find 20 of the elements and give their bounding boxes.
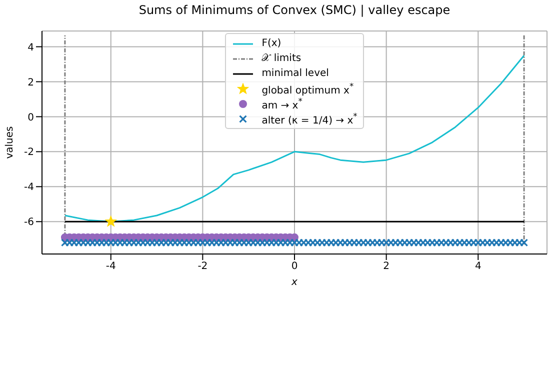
legend-label: am → x$^{*}$: [262, 96, 302, 112]
legend-label: F(x): [262, 38, 282, 49]
legend-label: 𝒳 limits: [262, 53, 302, 64]
x-tick-label: 4: [474, 261, 482, 272]
chart-title: Sums of Minimums of Convex (SMC) | valley escape: [138, 3, 452, 17]
x-tick-label: 0: [291, 261, 298, 272]
y-tick-label: -6: [24, 217, 34, 228]
y-tick-label: 0: [28, 112, 34, 124]
legend-label: alter (κ = 1/4) → x$^{*}$: [262, 110, 358, 126]
x-tick-label: 2: [383, 261, 390, 272]
x-axis-title: x: [290, 277, 298, 288]
x-tick-label: -4: [106, 261, 116, 272]
y-tick-label: -4: [24, 182, 34, 194]
x-tick-label: -2: [198, 261, 208, 272]
y-tick-label: 4: [28, 42, 34, 54]
y-tick-label: 2: [28, 77, 34, 88]
legend-label: minimal level: [262, 68, 329, 79]
legend-label: global optimum x$^{*}$: [262, 80, 354, 96]
y-axis-title: values: [4, 126, 16, 159]
y-tick-label: -2: [24, 147, 34, 158]
